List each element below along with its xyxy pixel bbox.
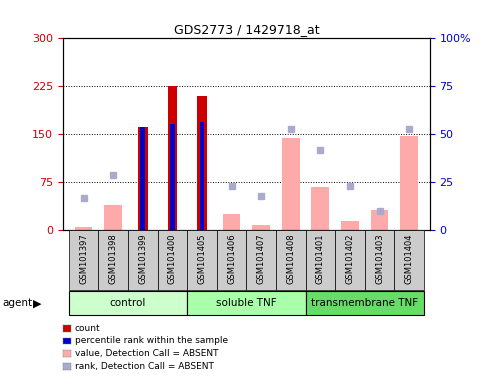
Bar: [246, 230, 276, 290]
Bar: [141, 127, 145, 230]
Text: GSM101402: GSM101402: [345, 233, 355, 284]
Text: GSM101398: GSM101398: [109, 233, 118, 284]
Bar: [306, 230, 335, 290]
Text: GSM101408: GSM101408: [286, 233, 295, 284]
Bar: [223, 214, 241, 230]
Bar: [69, 291, 187, 316]
Text: GSM101400: GSM101400: [168, 233, 177, 284]
Text: GSM101407: GSM101407: [256, 233, 266, 284]
Bar: [75, 227, 92, 230]
Text: GSM101397: GSM101397: [79, 233, 88, 284]
Bar: [370, 210, 388, 230]
Bar: [341, 221, 359, 230]
Text: value, Detection Call = ABSENT: value, Detection Call = ABSENT: [75, 349, 218, 358]
Text: GSM101403: GSM101403: [375, 233, 384, 284]
Bar: [168, 86, 177, 230]
Bar: [128, 230, 157, 290]
Bar: [170, 124, 174, 230]
Title: GDS2773 / 1429718_at: GDS2773 / 1429718_at: [173, 23, 319, 36]
Text: control: control: [110, 298, 146, 308]
Text: count: count: [75, 324, 100, 333]
Bar: [138, 127, 147, 230]
Text: GSM101401: GSM101401: [316, 233, 325, 284]
Bar: [217, 230, 246, 290]
Text: rank, Detection Call = ABSENT: rank, Detection Call = ABSENT: [75, 362, 214, 371]
Bar: [394, 230, 424, 290]
Bar: [199, 122, 204, 230]
Text: transmembrane TNF: transmembrane TNF: [311, 298, 418, 308]
Text: percentile rank within the sample: percentile rank within the sample: [75, 336, 228, 346]
Bar: [187, 230, 217, 290]
Bar: [365, 230, 394, 290]
Bar: [157, 230, 187, 290]
Text: ▶: ▶: [33, 298, 42, 308]
Bar: [312, 187, 329, 230]
Bar: [197, 96, 207, 230]
Text: GSM101405: GSM101405: [198, 233, 206, 284]
Text: GSM101399: GSM101399: [138, 233, 147, 284]
Bar: [252, 225, 270, 230]
Bar: [99, 230, 128, 290]
Bar: [335, 230, 365, 290]
Bar: [306, 291, 424, 316]
Text: agent: agent: [2, 298, 32, 308]
Text: soluble TNF: soluble TNF: [216, 298, 277, 308]
Bar: [187, 291, 306, 316]
Text: GSM101406: GSM101406: [227, 233, 236, 284]
Bar: [104, 205, 122, 230]
Text: GSM101404: GSM101404: [405, 233, 413, 284]
Bar: [282, 137, 299, 230]
Bar: [276, 230, 306, 290]
Bar: [69, 230, 99, 290]
Bar: [400, 136, 418, 230]
